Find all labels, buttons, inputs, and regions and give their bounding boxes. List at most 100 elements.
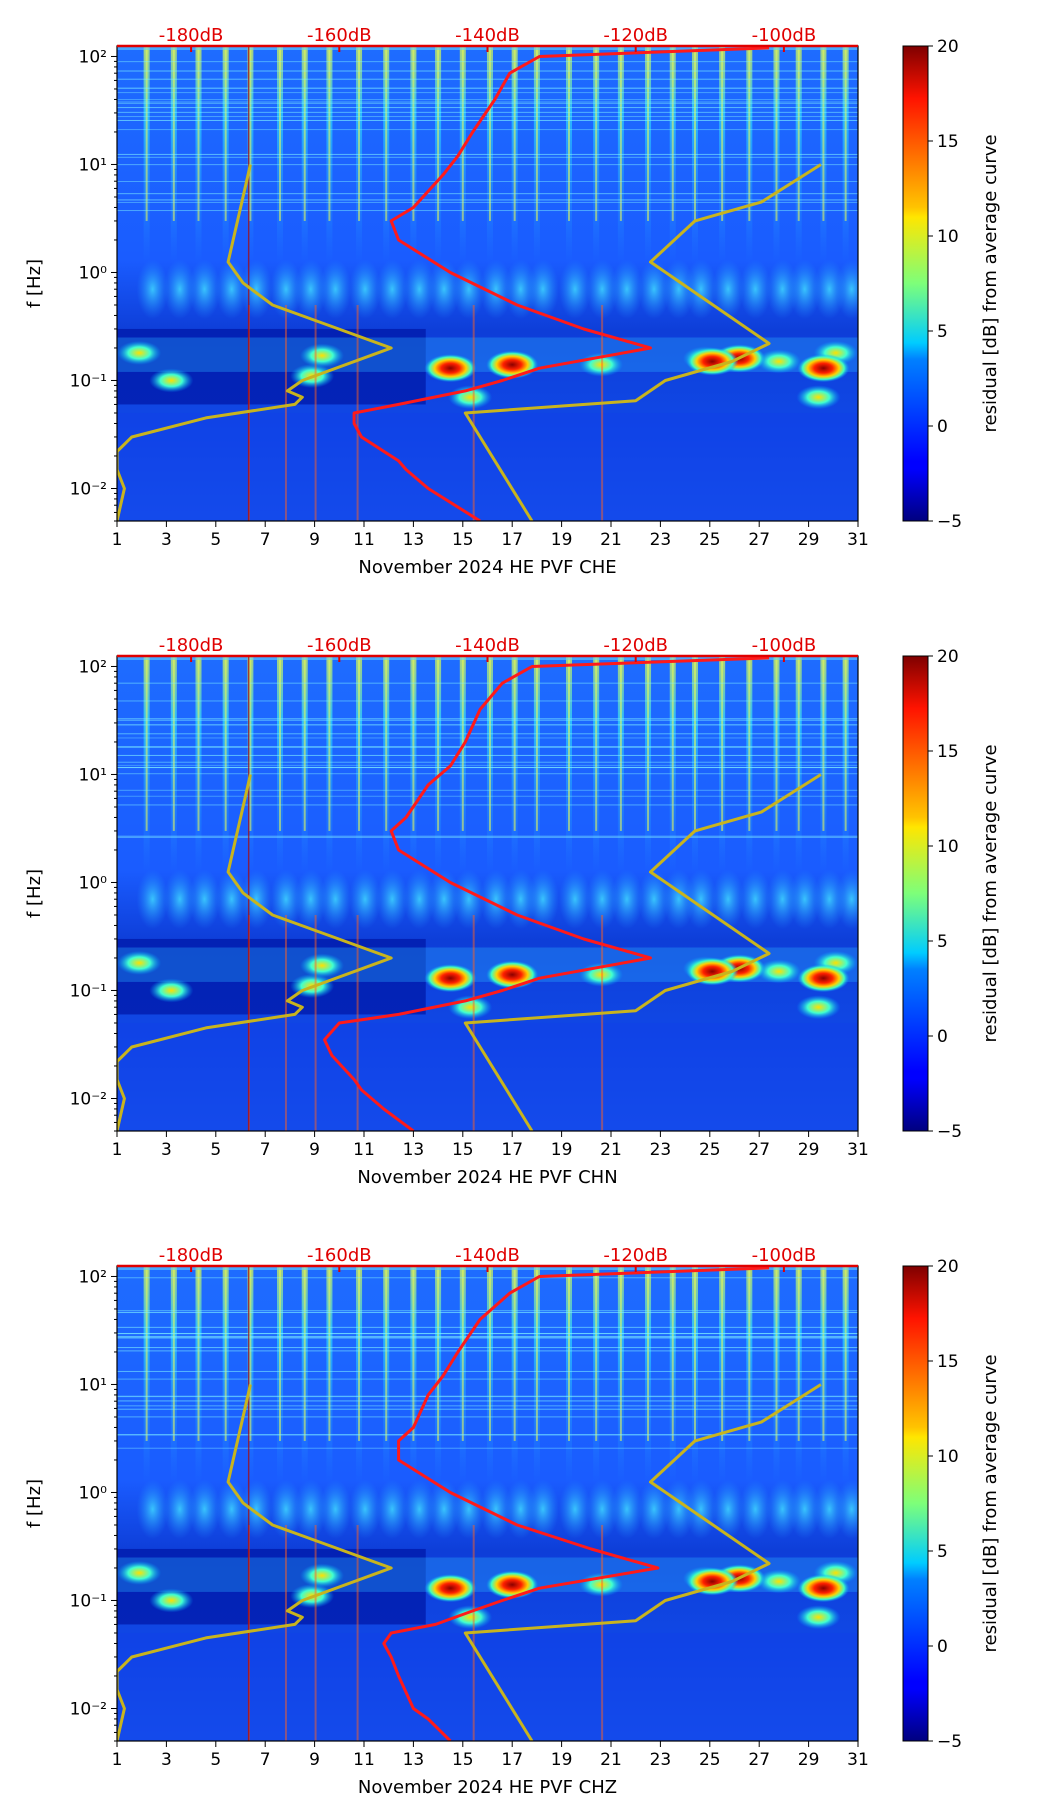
colorbar [902, 45, 929, 522]
transient-glow [270, 869, 303, 930]
transient-stripe-core [412, 46, 415, 221]
x-axis-label: November 2024 HE PVF CHZ [358, 1777, 617, 1798]
noise-line [117, 99, 858, 101]
transient-stripe-core [748, 1266, 751, 1441]
transient-glow [319, 1479, 352, 1540]
transient-glow [712, 869, 745, 930]
transient-glow [163, 869, 196, 930]
transient-glow [586, 259, 619, 320]
x-tick-label: 3 [161, 1140, 172, 1160]
colorbar-tick-label: 20 [937, 647, 959, 667]
noise-line [117, 156, 858, 158]
x-tick-label: 17 [501, 1750, 523, 1770]
transient-glow [479, 869, 512, 930]
noise-line [117, 153, 858, 155]
transient-stripe-core [693, 46, 696, 221]
noise-line [117, 1378, 858, 1380]
heatmap-low-band [117, 1022, 858, 1131]
colorbar-tick-label: −5 [937, 512, 962, 532]
energy-spot [300, 953, 345, 978]
noise-line [117, 767, 858, 769]
storm-energy-spot [486, 350, 539, 379]
transient-stripe-core [721, 1266, 724, 1441]
energy-spot [448, 1605, 493, 1630]
y-tick-label: 10⁻² [70, 1089, 107, 1109]
transient-stripe-core [249, 656, 252, 831]
storm-energy-spot [424, 964, 477, 993]
transient-stripe-core [693, 1266, 696, 1441]
transient-stripe-core [145, 656, 148, 831]
noise-line [117, 1326, 858, 1328]
y-tick-label: 10¹ [79, 1375, 107, 1395]
transient-glow [349, 1479, 382, 1540]
transient-glow [638, 259, 671, 320]
x-tick-label: 9 [309, 1750, 320, 1770]
data-gap-marker [247, 656, 250, 1131]
transient-stripe-core [568, 1266, 571, 1441]
transient-stripe-core [513, 656, 516, 831]
event-line [601, 304, 604, 521]
noise-line [117, 1310, 858, 1312]
colorbar-tick-label: 5 [937, 1542, 948, 1562]
transient-glow [215, 1479, 248, 1540]
top-db-label: -160dB [307, 1245, 372, 1266]
transient-glow [610, 1479, 643, 1540]
x-tick-label: 15 [452, 530, 474, 550]
transient-glow [188, 259, 221, 320]
transient-stripe-core [303, 1266, 306, 1441]
low-noise-model-curve [117, 1384, 393, 1741]
transient-stripe-core [775, 46, 778, 221]
colorbar-tick-label: 5 [937, 322, 948, 342]
noise-line [117, 718, 858, 720]
colorbar-tick-label: 10 [937, 837, 959, 857]
y-tick-label: 10⁰ [79, 1483, 108, 1503]
average-psd-curve [352, 46, 770, 521]
y-tick-label: 10¹ [79, 155, 107, 175]
data-gap-marker [247, 1266, 250, 1741]
transient-stripe-core [535, 656, 538, 831]
x-tick-label: 29 [798, 1140, 820, 1160]
transient-glow [163, 259, 196, 320]
x-tick-label: 23 [650, 1750, 672, 1770]
noise-line [117, 1396, 858, 1398]
transient-stripe-core [721, 46, 724, 221]
transient-glow [813, 1479, 846, 1540]
average-psd-curve [382, 1266, 770, 1741]
transient-glow [403, 869, 436, 930]
colorbar-label: residual [dB] from average curve [980, 134, 1001, 432]
transient-stripe-core [385, 1266, 388, 1441]
transient-glow [766, 869, 799, 930]
transient-stripe-core [647, 1266, 650, 1441]
noise-line [117, 761, 858, 763]
transient-glow [684, 869, 717, 930]
energy-spot [300, 1563, 345, 1588]
colorbar-label: residual [dB] from average curve [980, 744, 1001, 1042]
transient-stripe-core [279, 1266, 282, 1441]
x-tick-label: 27 [748, 1140, 770, 1160]
transient-stripe-core [224, 656, 227, 831]
noise-line [117, 718, 858, 720]
colorbar-tick-label: −5 [937, 1732, 962, 1752]
top-db-label: -140dB [455, 1245, 520, 1266]
energy-spot [117, 340, 162, 365]
heatmap-image [117, 1266, 858, 1741]
top-db-label: -160dB [307, 635, 372, 656]
transient-glow [835, 869, 858, 930]
transient-glow [638, 869, 671, 930]
x-tick-label: 13 [403, 1750, 425, 1770]
colorbar-tick-label: 15 [937, 132, 959, 152]
x-tick-label: 13 [403, 1140, 425, 1160]
noise-line [117, 201, 858, 203]
noise-line [117, 789, 858, 791]
transient-glow [559, 1479, 592, 1540]
transient-stripe-core [461, 46, 464, 221]
transient-glow [215, 869, 248, 930]
transient-glow [136, 259, 169, 320]
transient-stripe-core [437, 1266, 440, 1441]
noise-line [117, 87, 858, 89]
x-tick-label: 29 [798, 1750, 820, 1770]
transient-glow [452, 259, 485, 320]
x-tick-label: 3 [161, 1750, 172, 1770]
